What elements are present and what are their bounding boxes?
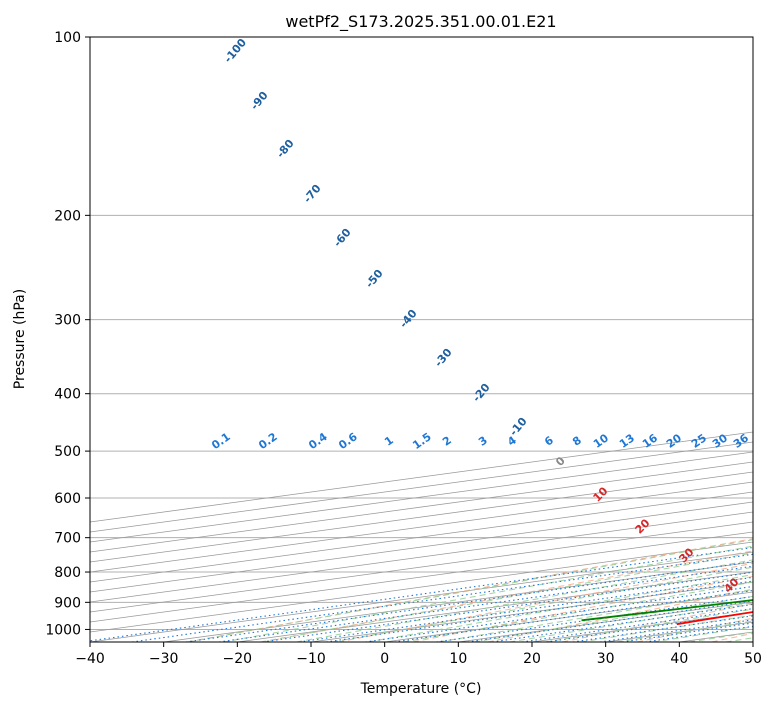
isotherm	[90, 501, 753, 593]
isotherm	[90, 531, 753, 623]
plot-frame	[89, 36, 754, 643]
dry-adiabat	[338, 562, 753, 642]
isotherm	[90, 471, 753, 563]
y-tick-label: 600	[54, 491, 81, 507]
x-tick-label: 30	[597, 651, 615, 667]
moist-adiabat	[187, 539, 753, 642]
x-tick-label: −30	[149, 651, 179, 667]
moist-adiabat	[438, 588, 753, 642]
plot-area	[90, 37, 753, 642]
y-tick-label: 100	[54, 30, 81, 46]
moist-adiabat	[332, 566, 753, 642]
pressure-gridlines	[90, 37, 753, 630]
mixing-ratio-line	[218, 565, 753, 642]
x-axis-label: Temperature (°C)	[360, 681, 482, 697]
isotherm	[90, 491, 753, 583]
isotherm	[90, 451, 753, 543]
y-tick-label: 700	[54, 531, 81, 547]
mixing-ratio-lines	[90, 546, 753, 642]
x-tick-label: 20	[523, 651, 541, 667]
x-tick-label: 50	[744, 651, 762, 667]
moist-adiabat	[403, 581, 753, 642]
skewed-isotherms	[90, 431, 753, 642]
moist-adiabat	[367, 574, 753, 642]
y-axis-label: Pressure (hPa)	[12, 289, 28, 389]
moist-adiabat	[223, 545, 753, 642]
y-tick-label: 900	[54, 595, 81, 611]
x-tick-label: 0	[380, 651, 389, 667]
x-tick-label: 10	[449, 651, 467, 667]
x-tick-label: −40	[75, 651, 105, 667]
isotherm	[90, 511, 753, 603]
y-tick-label: 1000	[45, 622, 81, 638]
y-tick-label: 500	[54, 444, 81, 460]
x-tick-label: −10	[296, 651, 326, 667]
y-tick-label: 800	[54, 565, 81, 581]
y-axis-ticks: 100 200 300 400 500 600 700 800 900 1000	[45, 30, 90, 638]
x-axis-ticks: −40 −30 −20 −10 0 10 20 30 40 50	[75, 642, 762, 667]
x-tick-label: −20	[223, 651, 253, 667]
y-tick-label: 200	[54, 208, 81, 224]
y-tick-label: 400	[54, 387, 81, 403]
isotherm	[90, 521, 753, 613]
y-tick-label: 300	[54, 313, 81, 329]
x-tick-label: 40	[670, 651, 688, 667]
isotherm	[90, 461, 753, 553]
chart-title: wetPf2_S173.2025.351.00.01.E21	[285, 12, 556, 32]
isotherm	[90, 481, 753, 573]
mixing-ratio-line	[185, 561, 753, 642]
dry-adiabat	[412, 575, 753, 642]
mixing-ratio-line	[299, 576, 753, 642]
mixing-ratio-line	[262, 571, 753, 642]
mixing-ratio-line	[131, 553, 753, 642]
